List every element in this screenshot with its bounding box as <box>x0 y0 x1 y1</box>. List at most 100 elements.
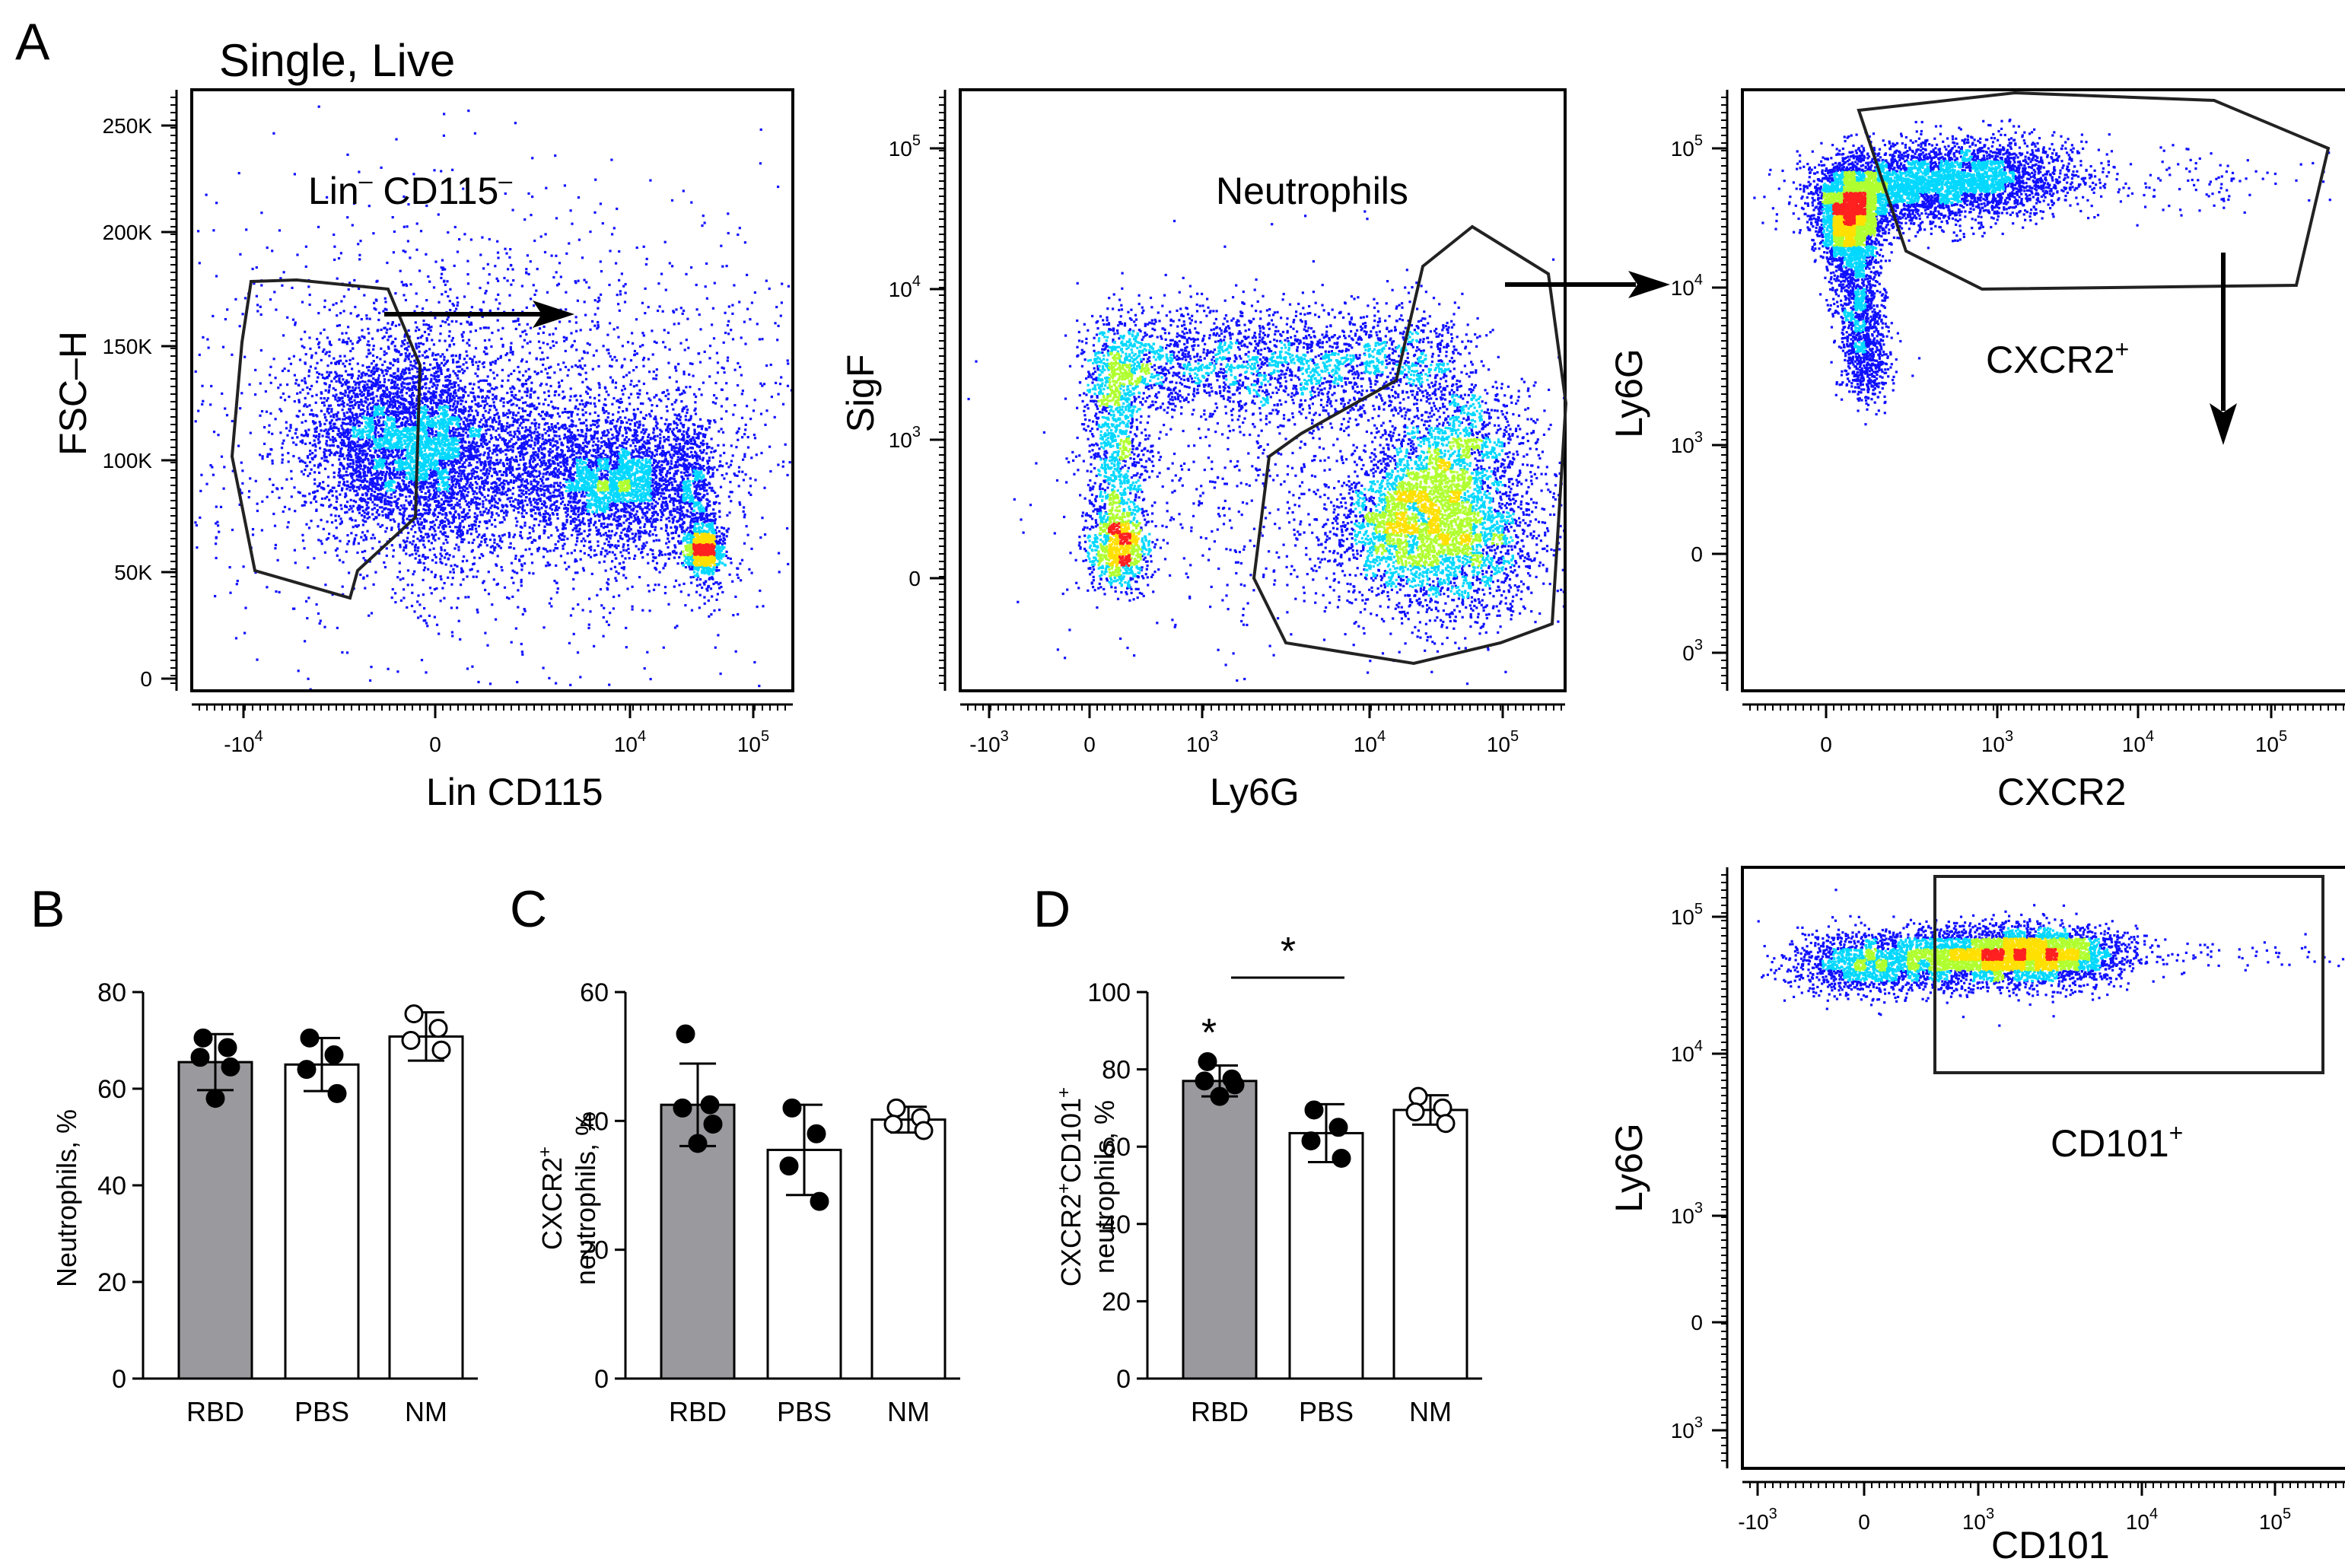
density-dot <box>273 358 275 360</box>
density-dot <box>686 318 689 320</box>
density-dot <box>444 582 446 584</box>
density-dot <box>422 593 425 596</box>
density-dot <box>319 622 321 625</box>
density-dot <box>557 412 559 415</box>
density-dot <box>761 517 763 519</box>
density-dot <box>558 381 560 383</box>
density-dot <box>634 350 636 352</box>
density-dot <box>372 348 374 351</box>
density-dot <box>294 382 297 384</box>
density-dot <box>298 457 301 460</box>
density-dot <box>616 571 618 573</box>
density-dot <box>573 633 575 635</box>
density-dot <box>676 562 679 565</box>
density-dot <box>713 450 715 453</box>
density-dot <box>501 534 504 536</box>
density-dot <box>494 526 496 528</box>
density-dot <box>744 428 746 431</box>
density-dot <box>750 548 752 550</box>
density-dot <box>304 380 306 383</box>
density-dot <box>328 499 330 501</box>
density-dot <box>307 475 309 477</box>
density-dot <box>581 540 583 542</box>
density-dot <box>378 541 380 543</box>
density-dot <box>363 294 365 297</box>
density-dot <box>331 521 333 523</box>
density-dot <box>510 342 512 345</box>
density-dot <box>378 514 380 516</box>
density-dot <box>292 441 294 444</box>
density-dot <box>466 367 469 369</box>
density-dot <box>779 383 781 385</box>
density-dot <box>466 560 468 562</box>
density-dot <box>617 540 619 542</box>
density-dot <box>593 355 595 357</box>
density-dot <box>570 332 572 334</box>
density-dot <box>512 279 514 281</box>
density-dot <box>695 396 697 398</box>
density-dot <box>533 240 536 242</box>
density-dot <box>405 283 407 285</box>
density-dot <box>594 299 597 301</box>
density-dot <box>255 480 257 482</box>
density-dot <box>202 336 204 339</box>
density-dot <box>495 386 498 389</box>
density-dot <box>345 332 348 334</box>
density-dot <box>668 520 670 522</box>
density-dot <box>718 430 720 432</box>
density-dot <box>615 558 617 560</box>
density-dot <box>652 533 654 536</box>
density-dot <box>309 304 311 306</box>
density-dot <box>332 234 335 236</box>
density-dot <box>330 408 332 410</box>
density-dot <box>577 366 579 368</box>
density-dot <box>452 337 454 339</box>
density-dot <box>558 386 560 388</box>
density-dot <box>517 589 519 591</box>
density-dot <box>281 487 283 489</box>
density-dot <box>473 355 476 358</box>
density-dot <box>298 401 301 403</box>
density-dot <box>652 553 654 555</box>
density-dot <box>606 390 608 393</box>
density-dot <box>533 418 536 421</box>
density-dot <box>616 294 619 296</box>
density-dot <box>288 460 290 463</box>
density-dot <box>417 561 419 564</box>
density-dot <box>307 285 310 288</box>
density-dot <box>479 544 482 546</box>
density-dot <box>266 496 269 498</box>
density-dot <box>440 325 442 327</box>
density-dot <box>689 568 692 571</box>
density-dot <box>493 539 495 541</box>
density-dot <box>564 184 566 186</box>
density-dot <box>449 309 451 311</box>
density-dot <box>635 366 638 368</box>
density-dot <box>466 321 469 323</box>
density-dot <box>743 456 746 458</box>
density-dot <box>726 535 728 537</box>
density-dot <box>332 304 335 306</box>
density-dot <box>528 548 530 550</box>
density-dot <box>320 504 323 506</box>
density-dot <box>675 370 677 372</box>
density-dot <box>536 358 538 360</box>
density-dot <box>648 358 650 361</box>
density-dot <box>625 549 628 552</box>
density-dot <box>685 273 687 275</box>
density-dot <box>367 530 369 533</box>
density-dot <box>525 268 527 270</box>
density-dot <box>352 543 355 545</box>
density-dot <box>523 562 526 565</box>
density-dot <box>451 320 453 323</box>
density-dot <box>705 285 707 288</box>
density-dot <box>675 399 677 401</box>
density-dot <box>555 327 557 329</box>
density-dot <box>678 535 680 537</box>
density-dot <box>375 298 377 301</box>
density-dot <box>387 345 390 348</box>
density-dot <box>305 600 307 603</box>
density-dot <box>546 343 549 345</box>
panel-letter-a: A <box>15 13 50 71</box>
density-dot <box>348 540 350 542</box>
